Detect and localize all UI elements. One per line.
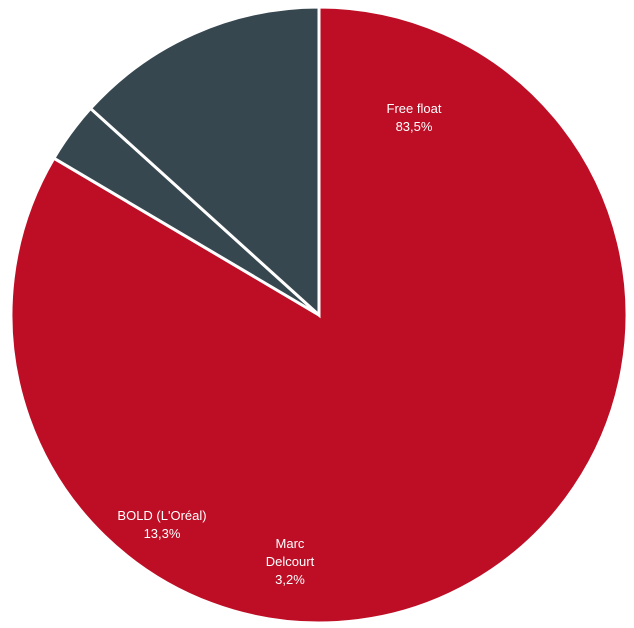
slice-label-line: Free float	[387, 101, 442, 116]
slice-label: Free float 83,5%	[387, 101, 442, 134]
slice-label-line: 3,2%	[275, 572, 305, 587]
slice-label-line: Delcourt	[266, 554, 315, 569]
labels-layer: Free float 83,5% Marc Delcourt 3,2% BOLD (L'O…	[117, 101, 441, 587]
slice-label-line: BOLD (L'Oréal)	[117, 508, 206, 523]
slice-label: Marc Delcourt 3,2%	[266, 536, 315, 587]
slices-layer	[9, 5, 629, 625]
slice-label-line: Marc	[276, 536, 305, 551]
pie-slice-bold-l-or-al	[88, 5, 321, 319]
slice-label: BOLD (L'Oréal) 13,3%	[117, 508, 206, 541]
slice-label-line: 83,5%	[396, 119, 433, 134]
slice-label-line: 13,3%	[144, 526, 181, 541]
